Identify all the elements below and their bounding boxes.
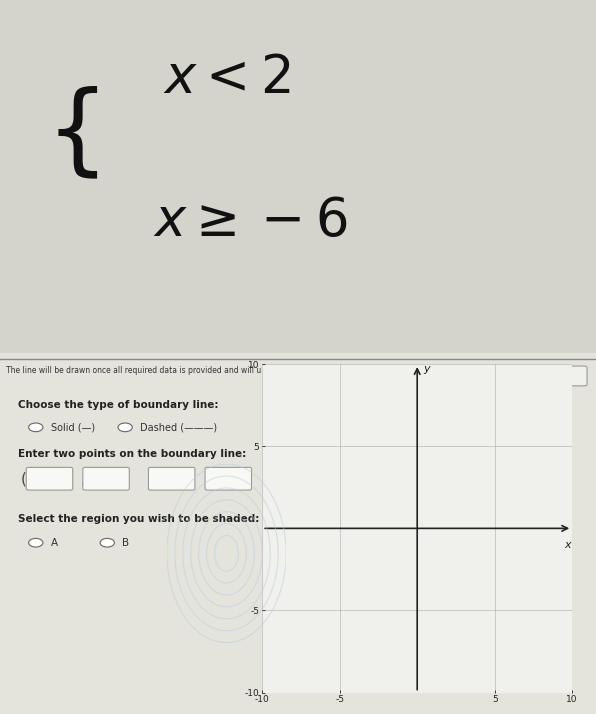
Text: Dashed (———): Dashed (———) <box>140 423 217 433</box>
Text: x: x <box>564 540 571 550</box>
Text: Enter two points on the boundary line:: Enter two points on the boundary line: <box>18 449 246 459</box>
Text: Solid (—): Solid (—) <box>51 423 95 433</box>
Text: Enable Zoom/Pan: Enable Zoom/Pan <box>467 371 546 381</box>
Text: ): ) <box>92 468 98 483</box>
Text: B: B <box>122 538 129 548</box>
Text: ): ) <box>173 468 179 483</box>
FancyBboxPatch shape <box>426 366 587 386</box>
FancyBboxPatch shape <box>205 468 252 490</box>
Text: $x \geq -6$: $x \geq -6$ <box>153 196 347 247</box>
Text: (: ( <box>101 471 107 486</box>
Text: y: y <box>423 364 430 374</box>
Text: Choose the type of boundary line:: Choose the type of boundary line: <box>18 401 218 411</box>
Text: ,: , <box>81 471 86 486</box>
Text: $x < 2$: $x < 2$ <box>163 53 290 104</box>
FancyBboxPatch shape <box>148 468 195 490</box>
Text: Select the region you wish to be shaded:: Select the region you wish to be shaded: <box>18 514 259 524</box>
Circle shape <box>29 538 43 547</box>
FancyBboxPatch shape <box>26 468 73 490</box>
Circle shape <box>118 423 132 432</box>
Text: ,: , <box>162 471 166 486</box>
Circle shape <box>100 538 114 547</box>
FancyBboxPatch shape <box>83 468 129 490</box>
Circle shape <box>29 423 43 432</box>
Text: $\{$: $\{$ <box>45 88 98 183</box>
Text: A: A <box>51 538 58 548</box>
Text: The line will be drawn once all required data is provided and will update whenev: The line will be drawn once all required… <box>6 366 568 375</box>
Text: (: ( <box>21 471 27 486</box>
